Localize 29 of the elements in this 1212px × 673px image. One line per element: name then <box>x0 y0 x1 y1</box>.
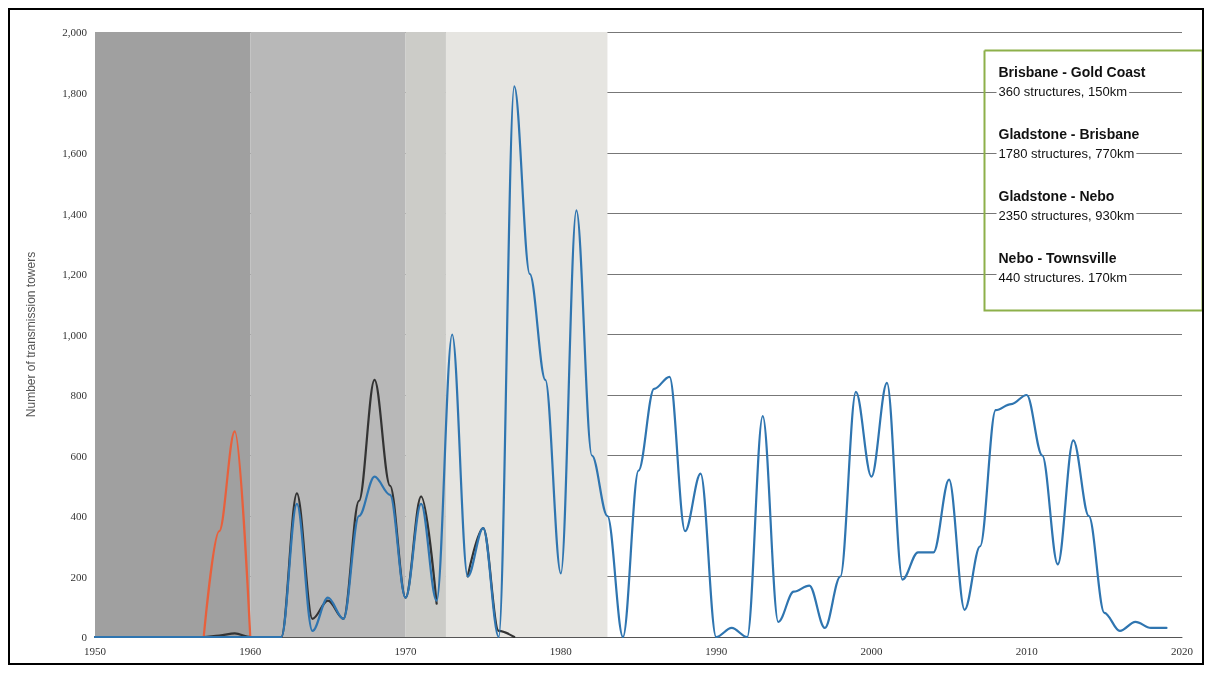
y-tick-label: 1,200 <box>62 268 88 280</box>
x-tick-label: 1970 <box>394 644 418 657</box>
annotation: Nebo - Townsville <box>998 249 1117 266</box>
y-tick-label: 0 <box>81 631 88 643</box>
x-tick-label: 1980 <box>549 644 573 657</box>
line-series <box>93 85 1168 639</box>
annotation: Brisbane - Gold Coast <box>998 63 1146 80</box>
y-tick-label: 1,600 <box>62 147 88 159</box>
y-tick-label: 200 <box>70 570 88 583</box>
annotation: 360 structures, 150km <box>998 83 1128 99</box>
x-tick-label: 2020 <box>1171 644 1194 657</box>
annotation: 1780 structures, 770km <box>998 145 1135 161</box>
x-tick-label: 1960 <box>239 644 262 657</box>
x-tick-label: 2010 <box>1015 644 1039 657</box>
annotation: Gladstone - Nebo <box>998 187 1115 204</box>
annotation: 440 structures. 170km <box>998 269 1128 285</box>
y-tick-label: 2,000 <box>62 26 88 38</box>
annotation: Gladstone - Brisbane <box>998 125 1140 142</box>
x-tick-label: 1950 <box>84 644 107 657</box>
y-axis-title: Number of transmission towers <box>24 251 38 418</box>
y-tick-label: 1,400 <box>62 207 88 220</box>
annotation: 2350 structures, 930km <box>998 207 1135 223</box>
y-tick-label: 600 <box>70 449 88 462</box>
y-tick-label: 800 <box>70 389 88 401</box>
y-tick-label: 400 <box>70 510 88 522</box>
y-tick-label: 1,800 <box>62 86 88 99</box>
x-tick-label: 1990 <box>705 644 728 657</box>
x-tick-label: 2000 <box>860 644 883 657</box>
y-tick-label: 1,000 <box>62 328 88 341</box>
